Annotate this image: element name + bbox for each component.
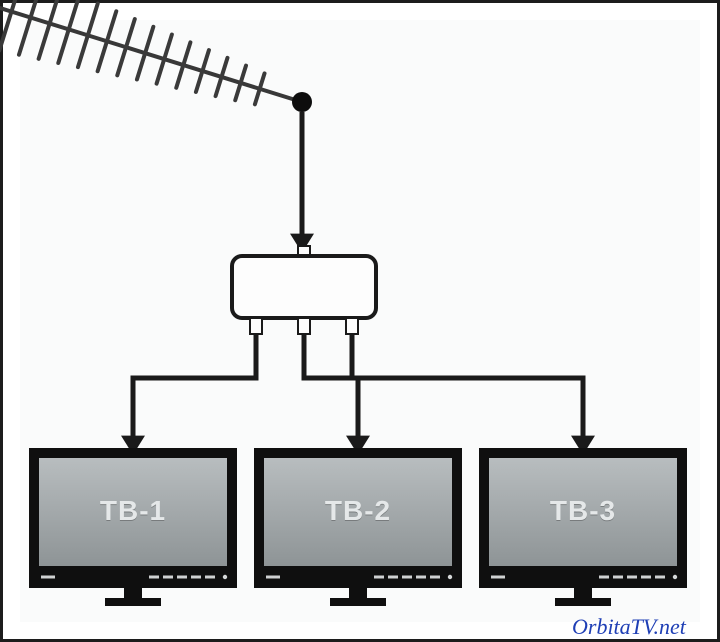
tv-2: [254, 448, 462, 606]
diagram-canvas: [0, 0, 720, 642]
watermark-text: OrbitaTV.net: [572, 614, 686, 640]
tv-1: [29, 448, 237, 606]
splitter: [232, 246, 376, 334]
tv-3: [479, 448, 687, 606]
